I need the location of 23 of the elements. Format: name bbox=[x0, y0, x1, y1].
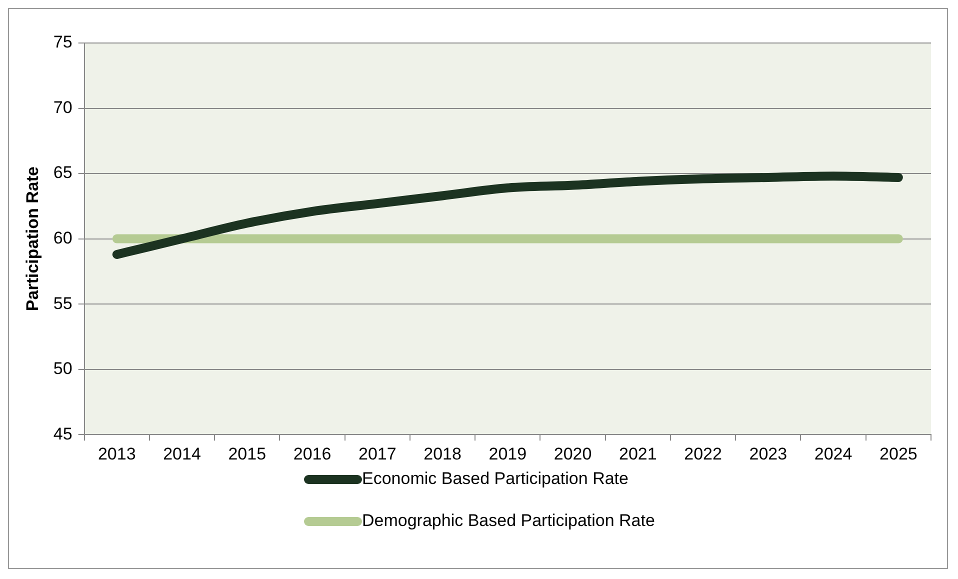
x-tick-label: 2013 bbox=[98, 444, 136, 464]
x-tick-label: 2017 bbox=[358, 444, 396, 464]
y-tick-label: 70 bbox=[53, 98, 72, 117]
x-tick-label: 2021 bbox=[619, 444, 657, 464]
legend-label: Demographic Based Participation Rate bbox=[362, 511, 655, 531]
y-axis-title: Participation Rate bbox=[22, 166, 42, 312]
y-tick-label: 55 bbox=[53, 294, 72, 313]
legend-label: Economic Based Participation Rate bbox=[362, 469, 628, 489]
y-tick-label: 45 bbox=[53, 424, 72, 444]
x-tick-label: 2014 bbox=[163, 444, 201, 464]
x-tick-label: 2023 bbox=[749, 444, 788, 464]
x-tick-label: 2016 bbox=[293, 444, 332, 464]
x-tick-label: 2015 bbox=[228, 444, 266, 464]
x-tick-label: 2022 bbox=[684, 444, 722, 464]
y-tick-label: 65 bbox=[53, 163, 72, 182]
x-tick-label: 2018 bbox=[424, 444, 462, 464]
x-tick-label: 2025 bbox=[880, 444, 918, 464]
y-tick-label: 60 bbox=[53, 228, 72, 248]
y-tick-label: 50 bbox=[53, 359, 72, 378]
x-tick-label: 2024 bbox=[814, 444, 852, 464]
x-tick-label: 2020 bbox=[554, 444, 592, 464]
y-tick-label: 75 bbox=[53, 32, 72, 52]
x-tick-label: 2019 bbox=[488, 444, 527, 464]
